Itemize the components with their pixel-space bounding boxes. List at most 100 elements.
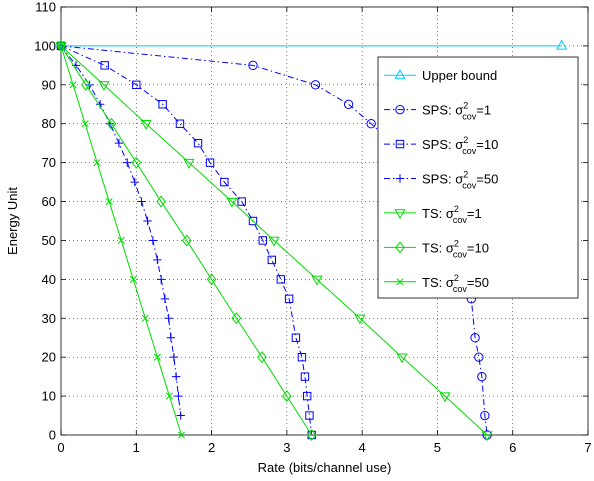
legend-swatch-marker	[394, 68, 406, 79]
data-point	[183, 158, 195, 169]
legend-label: SPS: σ2 cov=50	[422, 170, 498, 191]
legend-label: SPS: σ2 cov=10	[422, 135, 498, 156]
legend-label: SPS: σ2 cov=1	[422, 101, 491, 122]
data-point	[171, 372, 181, 381]
data-point	[481, 431, 493, 442]
data-point	[181, 234, 192, 247]
data-point	[237, 197, 246, 206]
y-tick-label: 90	[42, 77, 56, 92]
data-point	[366, 119, 376, 129]
x-tick-label: 0	[57, 440, 64, 455]
data-point	[57, 42, 65, 50]
data-point	[306, 429, 317, 441]
y-tick-label: 70	[42, 155, 56, 170]
data-point	[291, 333, 301, 342]
data-point	[205, 158, 215, 167]
data-point	[556, 39, 568, 50]
data-point	[226, 197, 238, 208]
data-point	[174, 391, 183, 401]
x-tick-label: 5	[434, 440, 441, 455]
data-point	[206, 273, 217, 286]
legend-label: TS: σ2 cov=50	[422, 273, 489, 294]
data-point	[248, 60, 258, 71]
data-point	[302, 391, 312, 401]
x-tick-label: 4	[359, 440, 366, 455]
y-axis-label: Energy Unit	[5, 187, 20, 255]
x-tick-label: 3	[283, 440, 290, 455]
data-point	[220, 177, 229, 187]
series-line	[60, 45, 488, 436]
series-3	[56, 41, 185, 420]
grid	[61, 7, 588, 435]
data-point	[477, 371, 487, 382]
legend-swatch-marker	[394, 209, 406, 220]
data-point	[123, 158, 132, 167]
data-point	[343, 99, 354, 109]
data-point	[305, 411, 314, 420]
data-point	[258, 236, 267, 245]
data-point	[354, 314, 366, 325]
y-tick-label: 80	[42, 116, 56, 131]
data-point	[153, 255, 162, 265]
data-point	[169, 352, 179, 362]
legend-swatch-marker	[395, 174, 405, 183]
series-line	[60, 45, 313, 436]
y-tick-label: 50	[42, 233, 56, 248]
data-point	[175, 119, 185, 128]
data-point	[129, 275, 137, 283]
x-tick-label: 6	[509, 440, 516, 455]
data-point	[248, 216, 258, 226]
data-point	[56, 39, 66, 52]
legend-swatch-marker	[395, 104, 405, 115]
data-point	[267, 255, 277, 265]
data-point	[160, 294, 170, 304]
series-4	[55, 42, 493, 442]
plot-area	[55, 39, 568, 442]
data-point	[297, 352, 307, 362]
data-point	[131, 156, 142, 169]
legend-label: Upper bound	[422, 68, 497, 83]
data-point	[105, 197, 113, 206]
legend-label: TS: σ2 cov=1	[422, 204, 482, 225]
data-point	[439, 392, 451, 403]
data-point	[93, 159, 101, 167]
data-point	[106, 117, 117, 130]
series-line	[60, 45, 488, 436]
data-point	[166, 333, 176, 342]
plot-frame	[60, 6, 589, 436]
series-0	[61, 39, 568, 50]
y-tick-label: 60	[42, 194, 56, 209]
data-point	[231, 312, 242, 325]
y-tick-label: 30	[42, 311, 56, 326]
data-point	[130, 177, 139, 187]
data-point	[148, 236, 158, 245]
data-point	[165, 392, 173, 400]
legend: Upper bound SPS: σ2 cov=1 SPS: σ2 cov=10 SPS:…	[377, 56, 579, 299]
series-5	[56, 39, 317, 441]
series-line	[60, 45, 182, 416]
y-tick-label: 0	[49, 428, 56, 443]
data-point	[470, 333, 480, 343]
data-point	[141, 314, 149, 322]
data-point	[300, 372, 310, 381]
data-point	[268, 236, 280, 247]
data-point	[132, 80, 141, 90]
data-point	[276, 275, 286, 284]
x-tick-label: 7	[584, 440, 591, 455]
data-point	[81, 78, 91, 91]
data-point	[480, 410, 490, 421]
y-tick-label: 40	[42, 272, 56, 287]
data-point	[474, 352, 484, 362]
data-point	[284, 294, 294, 304]
legend-label: TS: σ2 cov=10	[422, 238, 489, 259]
data-point	[137, 197, 146, 206]
data-point	[98, 81, 110, 92]
data-point	[100, 61, 109, 70]
data-point	[140, 120, 152, 130]
data-point	[114, 138, 124, 148]
data-point	[117, 236, 125, 245]
data-point	[158, 100, 167, 109]
x-axis-label: Rate (bits/channel use)	[258, 460, 392, 475]
